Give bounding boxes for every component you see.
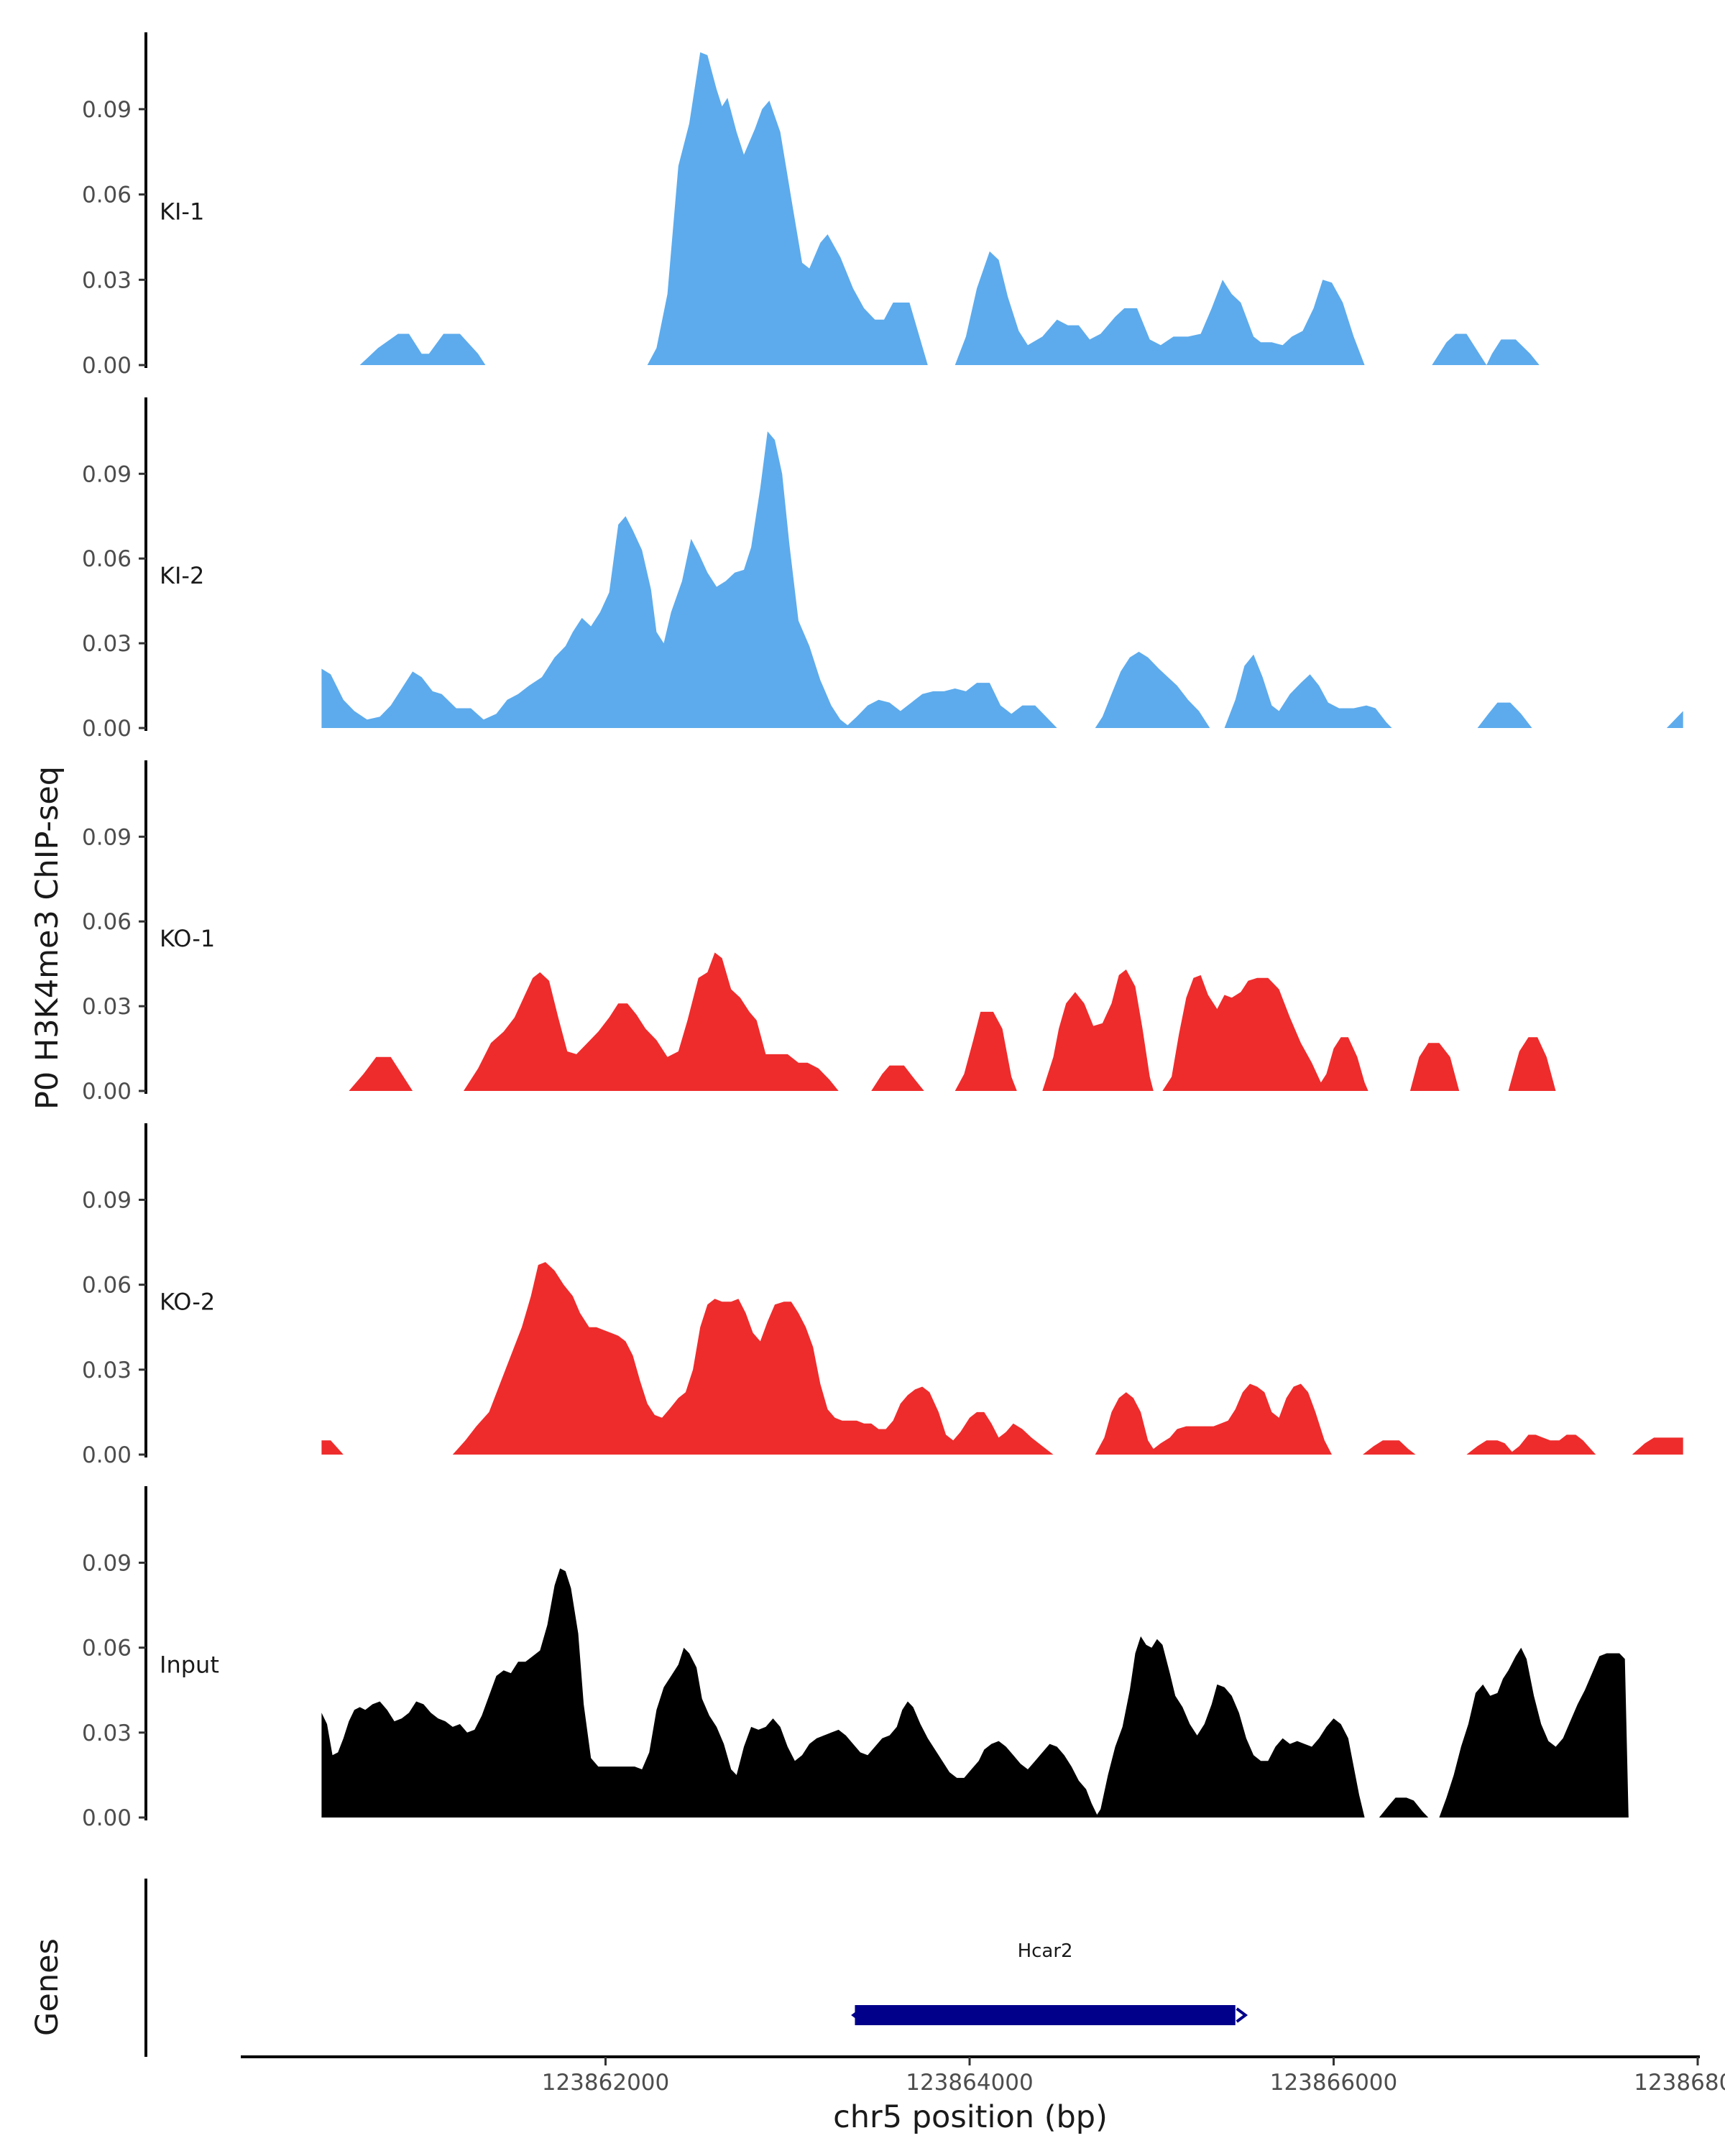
track-label: KO-1 [160, 925, 215, 952]
track-ki-2: 0.00 0.03 0.06 0.09 KI-2 [82, 397, 1683, 742]
y-tick-label: 0.03 [82, 994, 132, 1020]
y-tick-label: 0.09 [82, 1550, 132, 1576]
gene-panel: Hcar2 [144, 1879, 1248, 2057]
y-tick-label: 0.03 [82, 631, 132, 657]
genes-axis-title: Genes [29, 1938, 65, 2036]
y-tick-label: 0.06 [82, 1636, 132, 1662]
y-tick-label: 0.03 [82, 1358, 132, 1383]
x-tick-label: 123862000 [542, 2070, 670, 2096]
y-tick-label: 0.00 [82, 353, 132, 379]
strand-arrow-icon [851, 2007, 863, 2023]
track-ko-1: 0.00 0.03 0.06 0.09 KO-1 [82, 760, 1556, 1105]
coverage-area-ko-1 [349, 952, 1556, 1091]
track-ko-2: 0.00 0.03 0.06 0.09 KO-2 [82, 1123, 1683, 1468]
track-label: KI-2 [160, 562, 204, 589]
track-ki-1: 0.00 0.03 0.06 0.09 KI-1 [82, 32, 1540, 379]
coverage-area-ki-1 [359, 52, 1540, 366]
gene-body-hcar2 [855, 2005, 1236, 2025]
coverage-area-input [321, 1568, 1629, 1818]
y-tick-label: 0.03 [82, 1720, 132, 1746]
y-tick-label: 0.00 [82, 1442, 132, 1468]
y-tick-label: 0.00 [82, 716, 132, 742]
y-tick-label: 0.03 [82, 267, 132, 293]
x-axis: 123862000 123864000 123866000 123868000 [241, 2055, 1725, 2096]
y-tick-label: 0.00 [82, 1079, 132, 1105]
track-input: 0.00 0.03 0.06 0.09 Input [82, 1486, 1629, 1831]
y-tick-label: 0.09 [82, 824, 132, 850]
x-tick-label: 123866000 [1270, 2070, 1398, 2096]
x-tick-label: 123864000 [906, 2070, 1034, 2096]
y-tick-label: 0.00 [82, 1805, 132, 1831]
x-axis-title: chr5 position (bp) [833, 2099, 1108, 2135]
y-tick-label: 0.09 [82, 97, 132, 123]
x-tick-label: 123868000 [1634, 2070, 1725, 2096]
track-label: KI-1 [160, 198, 204, 225]
y-axis-title: P0 H3K4me3 ChIP-seq [29, 766, 65, 1110]
track-label: KO-2 [160, 1288, 215, 1315]
y-tick-label: 0.06 [82, 1273, 132, 1299]
track-label: Input [160, 1651, 219, 1678]
y-tick-label: 0.06 [82, 909, 132, 935]
strand-arrow-icon [1236, 2007, 1248, 2023]
y-tick-label: 0.06 [82, 546, 132, 572]
y-tick-label: 0.09 [82, 1187, 132, 1213]
y-tick-label: 0.09 [82, 461, 132, 487]
tracks-group: 0.00 0.03 0.06 0.09 KI-1 0.00 0.03 0.06 0.09 KI-2… [82, 32, 1683, 1831]
coverage-area-ki-2 [321, 431, 1683, 728]
y-tick-label: 0.06 [82, 183, 132, 208]
gene-name-label: Hcar2 [1018, 1940, 1073, 1962]
coverage-area-ko-2 [321, 1262, 1683, 1455]
